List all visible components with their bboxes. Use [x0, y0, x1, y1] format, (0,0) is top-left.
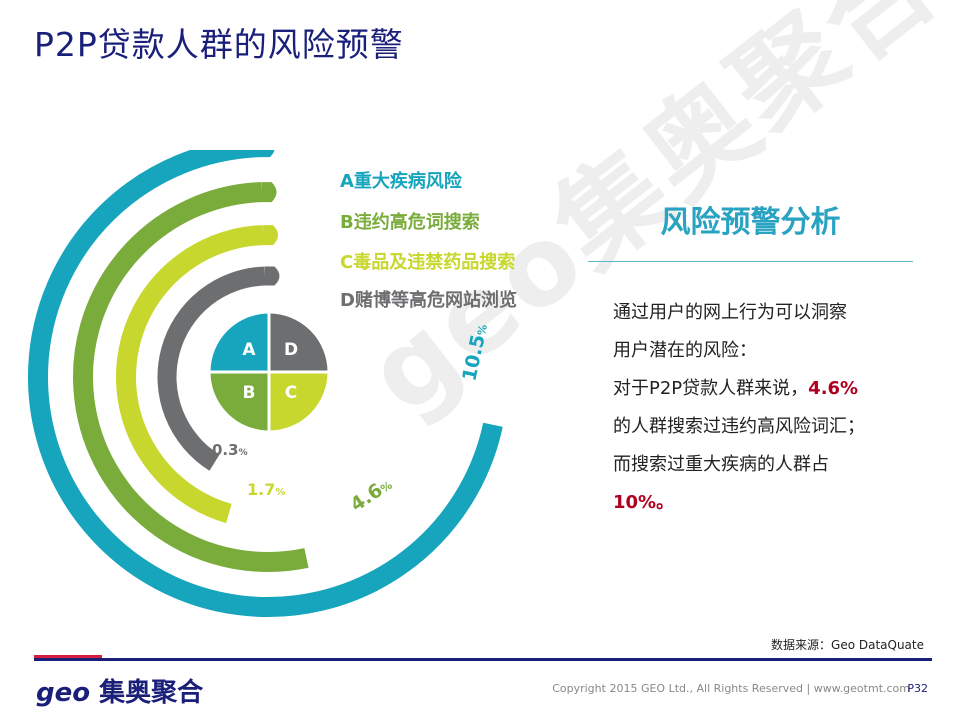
analysis-line-1: 通过用户的网上行为可以洞察: [613, 302, 847, 323]
quadrant-label-a: A: [242, 340, 256, 360]
analysis-highlight-4-6: 4.6%: [808, 378, 859, 399]
slide-title: P2P贷款人群的风险预警: [34, 25, 404, 64]
value-label-a: 10.5%: [458, 322, 492, 383]
quadrant-label-c: C: [285, 383, 297, 403]
analysis-body: 通过用户的网上行为可以洞察 用户潜在的风险： 对于P2P贷款人群来说，4.6% …: [613, 294, 913, 522]
quadrant-d: [267, 310, 331, 374]
ring-tip-d: [264, 266, 280, 286]
ring-arc-c: [116, 225, 264, 524]
analysis-line-2: 用户潜在的风险：: [613, 340, 757, 361]
radial-bar-chart: 10.5% 4.6% 1.7% 0.3% A D B C: [28, 150, 503, 617]
legend-item-c: C毒品及违禁药品搜索: [340, 252, 516, 273]
legend-item-d: D赌博等高危网站浏览: [340, 290, 517, 311]
analysis-line-3-text: 对于P2P贷款人群来说，: [613, 378, 809, 399]
copyright-text: Copyright 2015 GEO Ltd., All Rights Rese…: [552, 682, 910, 695]
value-label-b: 4.6%: [346, 473, 395, 516]
ring-tip-b: [261, 182, 277, 203]
legend-item-b: B违约高危词搜索: [340, 212, 480, 233]
analysis-line-3: 对于P2P贷款人群来说，4.6%: [613, 370, 913, 408]
quadrant-b: [207, 370, 271, 434]
logo-text: 集奥聚合: [99, 678, 204, 708]
data-source-note: 数据来源：Geo DataQuate: [771, 638, 924, 652]
ring-tip-a: [259, 150, 275, 158]
ring-tip-c: [263, 225, 279, 246]
footer-divider: [34, 658, 932, 661]
ring-arc-d: [157, 266, 265, 471]
analysis-line-4: 的人群搜索过违约高风险词汇；: [613, 416, 865, 437]
analysis-line-5: 而搜索过重大疾病的人群占: [613, 454, 829, 475]
analysis-divider: [588, 261, 913, 262]
quadrant-a: [207, 310, 271, 374]
quadrant-label-d: D: [284, 340, 298, 360]
ring-arc-a: [28, 150, 503, 617]
value-label-c: 1.7%: [247, 480, 285, 499]
analysis-highlight-10: 10%。: [613, 492, 675, 513]
logo-mark: geo: [36, 678, 91, 708]
footer-accent-bar: [34, 655, 102, 658]
analysis-title: 风险预警分析: [660, 205, 841, 240]
quadrant-c: [267, 370, 331, 434]
page-number: P32: [907, 682, 928, 695]
ring-arc-b: [73, 182, 309, 572]
company-logo: geo 集奥聚合: [36, 672, 203, 709]
legend-item-a: A重大疾病风险: [340, 171, 462, 192]
quadrant-label-b: B: [243, 383, 256, 403]
value-label-d: 0.3%: [212, 441, 248, 459]
